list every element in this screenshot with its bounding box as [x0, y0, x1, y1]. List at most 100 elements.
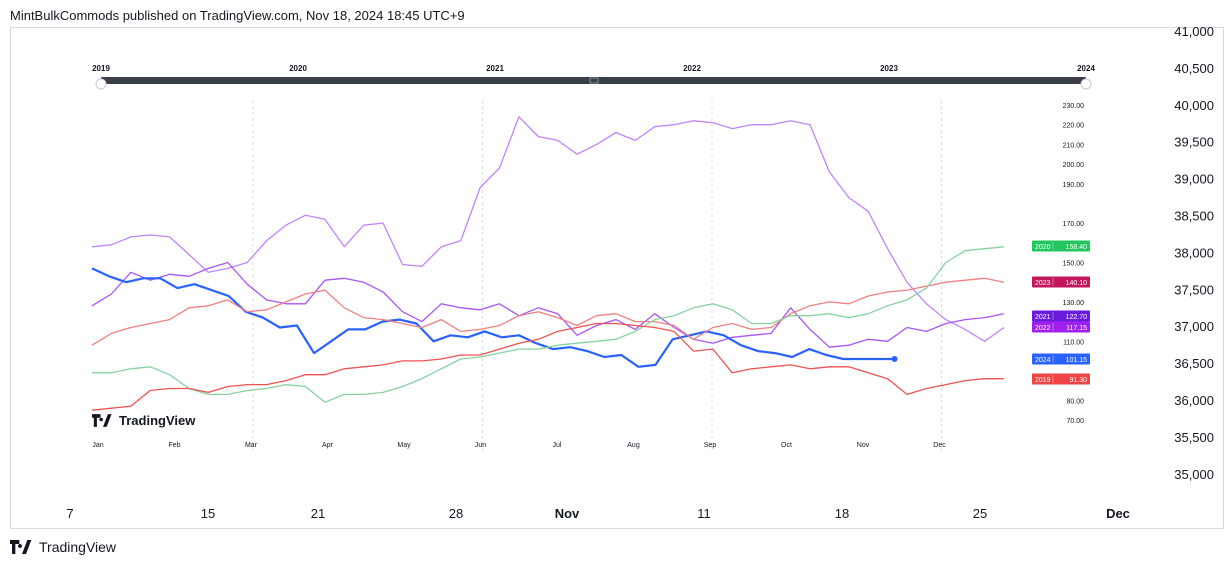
outer-x-tick: 21	[311, 506, 325, 521]
series-line-2023	[91, 277, 1005, 346]
outer-y-tick: 39,000	[1174, 172, 1214, 187]
tradingview-logo-icon	[10, 540, 32, 554]
badge-bg	[1032, 310, 1090, 322]
outer-x-tick: 11	[697, 506, 711, 521]
outer-x-tick: 25	[973, 506, 987, 521]
month-tick: Jan	[92, 442, 103, 449]
outer-y-tick: 38,000	[1174, 245, 1214, 260]
badge-year: 2021	[1035, 314, 1051, 321]
footer-logo-text: TradingView	[39, 539, 117, 555]
timeline-year-label: 2021	[486, 64, 504, 73]
outer-y-tick: 35,000	[1174, 467, 1214, 482]
badge-2023: 2023 140.10	[1032, 276, 1090, 288]
badge-2024: 2024 101.15	[1032, 353, 1090, 365]
series-line-2022	[91, 116, 1005, 342]
inner-y-tick: 70.00	[1066, 418, 1084, 425]
inner-grid	[252, 100, 942, 450]
outer-y-tick: 38,500	[1174, 209, 1214, 224]
timeline-track	[101, 77, 1086, 84]
month-tick: May	[397, 442, 411, 449]
outer-x-tick: 28	[449, 506, 463, 521]
series-lines	[91, 116, 1005, 411]
badge-value: 117.15	[1066, 325, 1087, 332]
badge-year: 2022	[1035, 325, 1051, 332]
outer-y-tick: 36,500	[1174, 356, 1214, 371]
timeline-year-label: 2020	[289, 64, 307, 73]
month-tick: Feb	[168, 442, 180, 449]
outer-x-tick: 7	[66, 506, 73, 521]
inner-y-tick: 130.00	[1063, 300, 1085, 307]
month-tick: Apr	[322, 442, 334, 449]
badge-bg	[1032, 373, 1090, 385]
month-tick: Sep	[704, 442, 717, 449]
badge-bg	[1032, 276, 1090, 288]
timeline-year-label: 2023	[880, 64, 898, 73]
badge-bg	[1032, 353, 1090, 365]
series-line-2019	[91, 322, 1004, 411]
chart-frame	[10, 27, 1224, 529]
badge-year: 2024	[1035, 357, 1051, 364]
badge-2022: 2022 117.15	[1032, 321, 1090, 333]
badge-year: 2023	[1035, 280, 1051, 287]
inner-y-tick: 190.00	[1063, 182, 1085, 189]
month-tick: Aug	[627, 442, 640, 449]
publisher-line: MintBulkCommods published on TradingView…	[10, 8, 465, 23]
badge-bg	[1032, 321, 1090, 333]
inner-y-tick: 200.00	[1063, 162, 1085, 169]
inner-y-tick: 220.00	[1063, 123, 1085, 130]
last-value-badges: 2022 117.15 2021 122.70 2024 101.15 2023 140.10…	[1032, 240, 1090, 385]
inner-y-tick: 210.00	[1063, 142, 1085, 149]
badge-2019: 2019 91.30	[1032, 373, 1090, 385]
badge-value: 101.15	[1066, 357, 1088, 364]
outer-price-axis: 41,000 40,500 40,000 39,500 39,000 38,500 38,0…	[1174, 24, 1214, 482]
outer-y-tick: 37,500	[1174, 282, 1214, 297]
outer-x-tick: Nov	[555, 506, 580, 521]
outer-x-tick: 15	[201, 506, 215, 521]
month-tick: Jun	[475, 442, 486, 449]
tradingview-watermark: TradingView	[92, 413, 195, 428]
outer-y-tick: 35,500	[1174, 430, 1214, 445]
outer-x-tick: 18	[835, 506, 849, 521]
outer-y-tick: 36,000	[1174, 393, 1214, 408]
badge-value: 91.30	[1069, 377, 1087, 384]
outer-y-tick: 40,000	[1174, 98, 1214, 113]
badge-year: 2020	[1035, 244, 1051, 251]
inner-y-tick: 150.00	[1063, 261, 1085, 268]
timeline-right-handle	[1080, 78, 1092, 90]
timeline-year-label: 2019	[92, 64, 110, 73]
watermark-text: TradingView	[119, 413, 196, 428]
outer-y-tick: 39,500	[1174, 135, 1214, 150]
month-tick: Dec	[933, 442, 946, 449]
outer-y-tick: 40,500	[1174, 61, 1214, 76]
series-line-2024	[91, 267, 895, 368]
badge-2020: 2020 158.40	[1032, 240, 1090, 252]
badge-value: 122.70	[1066, 314, 1088, 321]
timeline-grip-icon	[589, 77, 599, 84]
month-tick: Nov	[857, 442, 870, 449]
inner-y-tick: 170.00	[1063, 221, 1085, 228]
outer-date-axis: 7 15 21 28 Nov 11 18 25 Dec	[66, 506, 1130, 521]
inner-y-tick: 80.00	[1066, 398, 1084, 405]
month-tick: Mar	[245, 442, 258, 449]
badge-value: 140.10	[1066, 280, 1088, 287]
outer-y-tick: 41,000	[1174, 24, 1214, 39]
timeline-year-label: 2024	[1077, 64, 1095, 73]
tradingview-logo-icon	[92, 414, 112, 427]
badge-year: 2019	[1035, 377, 1051, 384]
outer-x-tick: Dec	[1106, 506, 1130, 521]
badge-2021: 2021 122.70	[1032, 310, 1090, 322]
series-line-2020	[92, 246, 1005, 403]
tradingview-footer-logo[interactable]: TradingView	[10, 539, 116, 555]
month-tick: Oct	[781, 442, 792, 449]
month-tick: Jul	[553, 442, 562, 449]
inner-y-tick: 230.00	[1063, 103, 1085, 110]
month-axis: Jan Feb Mar Apr May Jun Jul Aug Sep Oct Nov Dec	[92, 442, 946, 449]
year-timeline-scrollbar[interactable]: 2019 2020 2021 2022 2023 2024	[92, 64, 1095, 90]
series-line-2021	[91, 261, 1005, 348]
series-endpoint-2024	[891, 355, 898, 362]
outer-y-tick: 37,000	[1174, 319, 1214, 334]
inner-y-tick: 110.00	[1063, 339, 1084, 346]
badge-bg	[1032, 240, 1090, 252]
timeline-year-label: 2022	[683, 64, 701, 73]
